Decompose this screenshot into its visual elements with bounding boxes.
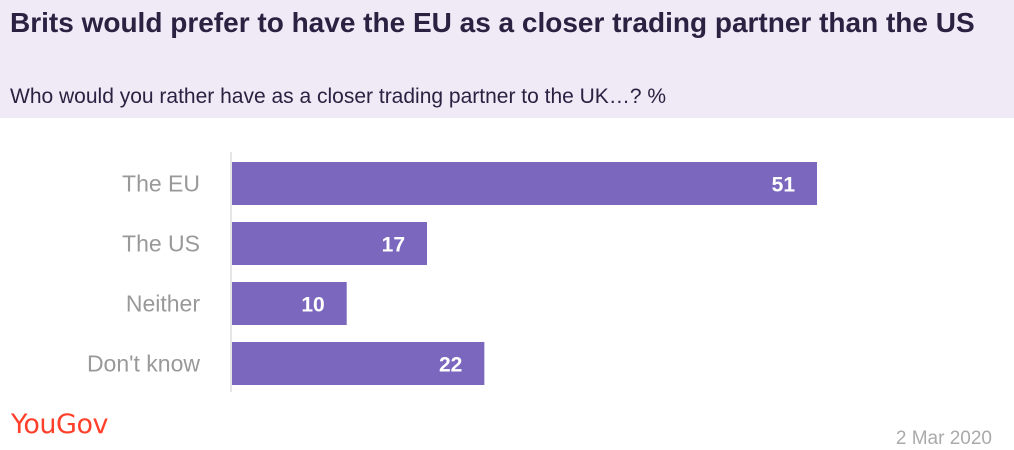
chart-title: Brits would prefer to have the EU as a c…	[10, 7, 975, 38]
header-band: Brits would prefer to have the EU as a c…	[0, 0, 1014, 118]
date-stamp: 2 Mar 2020	[895, 428, 992, 449]
bar-neither	[232, 282, 347, 325]
bar-the-us	[232, 222, 427, 265]
chart-subtitle: Who would you rather have as a closer tr…	[10, 85, 667, 108]
category-label: The EU	[122, 171, 200, 197]
value-label: 17	[382, 234, 405, 257]
value-label: 22	[439, 354, 462, 377]
bar-don-t-know	[232, 342, 485, 385]
bar-the-eu	[232, 162, 817, 205]
bar-chart: The EU 51 The US 17 Neither 10 Don't know 22	[87, 152, 817, 392]
category-label: Don't know	[87, 351, 200, 377]
category-label: Neither	[126, 291, 200, 317]
value-label: 10	[301, 294, 324, 317]
value-label: 51	[772, 174, 796, 197]
yougov-logo: YouGov	[11, 409, 108, 440]
category-label: The US	[122, 231, 200, 257]
